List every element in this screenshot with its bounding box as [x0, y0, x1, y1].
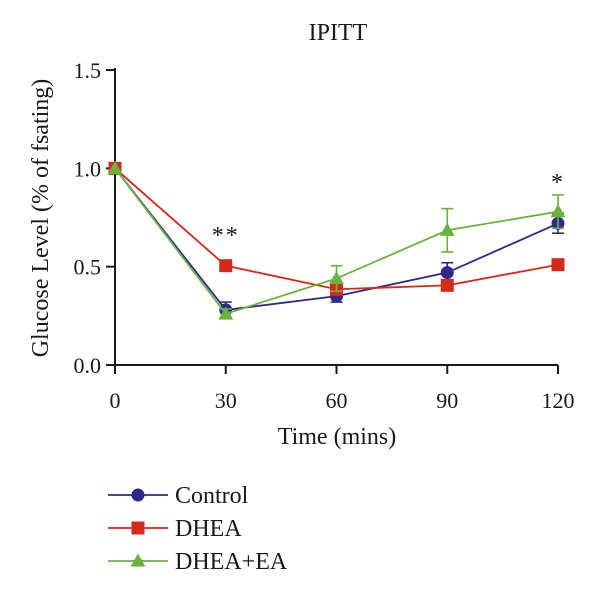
significance-marker: ** [212, 223, 240, 249]
y-tick-label: 0.5 [74, 255, 102, 280]
data-point-dhea [440, 278, 454, 292]
data-point-dhea [219, 259, 233, 273]
chart-title: IPITT [309, 20, 368, 46]
legend-marker-dhea-ea [130, 553, 146, 567]
axes: 0.0 0.5 1.0 1.5 0 30 60 90 120 [74, 58, 575, 413]
legend-marker-control [131, 488, 145, 502]
x-axis-title: Time (mins) [278, 424, 396, 450]
series-dhea-ea [107, 160, 566, 320]
significance-marker: * [551, 170, 565, 196]
data-point-dhea-ea [550, 204, 566, 218]
data-point-control [440, 266, 454, 280]
data-point-dhea-ea [329, 270, 344, 285]
x-tick-label: 30 [215, 388, 237, 413]
annotations: *** [212, 170, 565, 249]
x-tick-label: 60 [326, 388, 348, 413]
data-point-dhea-ea [218, 306, 234, 320]
y-tick-label: 1.5 [74, 58, 102, 83]
legend-item-dhea-ea: DHEA+EA [108, 549, 288, 575]
data-point-dhea-ea [439, 222, 455, 236]
series-layer [107, 160, 566, 320]
x-tick-label: 0 [110, 388, 121, 413]
data-point-dhea [551, 258, 565, 272]
x-tick-label: 120 [542, 388, 575, 413]
y-tick-label: 0.0 [74, 353, 102, 378]
legend-label: DHEA+EA [175, 549, 288, 575]
legend-marker-dhea [131, 521, 145, 535]
legend-label: DHEA [175, 516, 242, 542]
y-tick-label: 1.0 [74, 156, 102, 181]
y-axis-title: Glucose Level (% of fsating) [28, 79, 54, 358]
data-point-dhea-ea [107, 160, 123, 174]
x-tick-label: 90 [436, 388, 458, 413]
legend-item-dhea: DHEA [108, 516, 242, 542]
legend: Control DHEA DHEA+EA [108, 483, 288, 575]
legend-label: Control [175, 483, 249, 509]
legend-item-control: Control [108, 483, 249, 509]
